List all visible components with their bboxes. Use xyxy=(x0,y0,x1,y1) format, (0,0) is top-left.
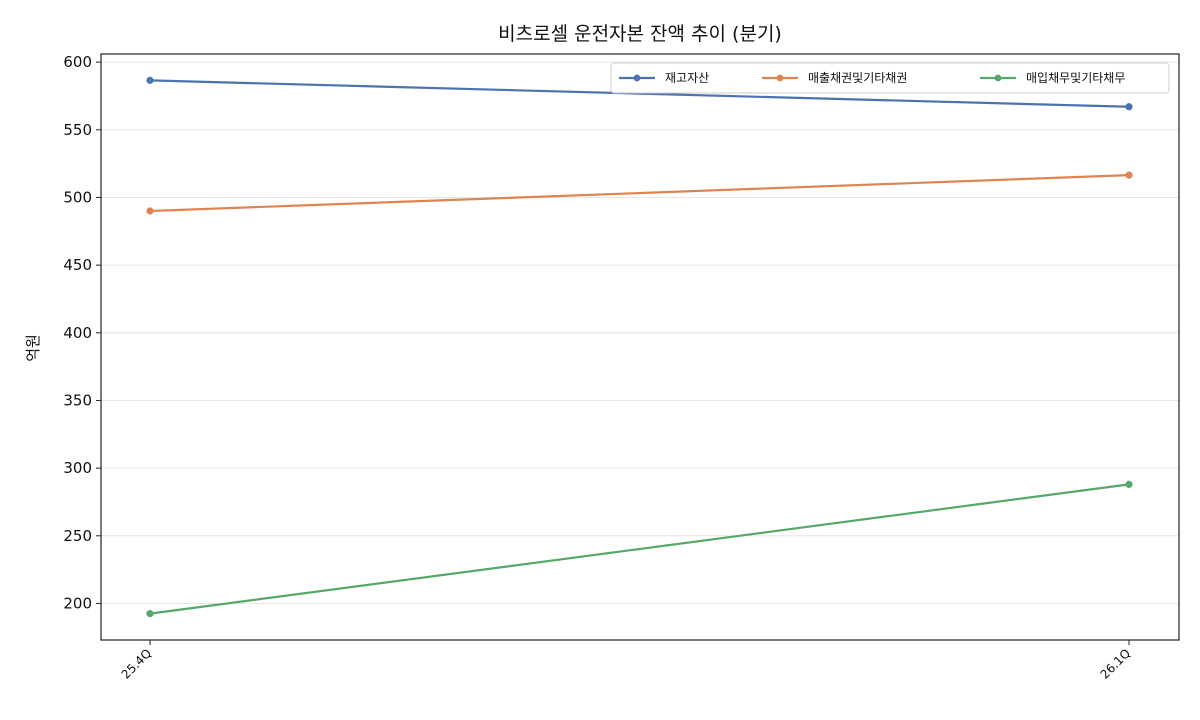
legend-marker-0 xyxy=(633,74,641,82)
plot-frame xyxy=(100,53,1180,641)
y-tick-label-400: 400 xyxy=(63,324,92,342)
legend-marker-2 xyxy=(994,74,1002,82)
y-tick-label-550: 550 xyxy=(63,121,92,139)
data-point-1-0 xyxy=(146,207,154,215)
legend-label-0: 재고자산 xyxy=(665,71,709,85)
y-tick-label-200: 200 xyxy=(63,594,92,612)
y-axis-label: 억원 xyxy=(24,334,42,362)
data-point-2-0 xyxy=(146,610,154,618)
x-tick-label-25.4Q: 25.4Q xyxy=(119,646,154,681)
data-point-2-1 xyxy=(1125,480,1133,488)
y-tick-label-500: 500 xyxy=(63,188,92,206)
y-axis: 200 250 300 350 400 450 500 550 600 xyxy=(63,53,101,612)
series-line-2 xyxy=(149,483,1130,615)
data-point-0-0 xyxy=(146,76,154,84)
gridlines xyxy=(101,61,1179,604)
data-point-0-1 xyxy=(1125,103,1133,111)
y-tick-label-600: 600 xyxy=(63,53,92,71)
series-line-0 xyxy=(149,79,1130,108)
y-tick-label-250: 250 xyxy=(63,527,92,545)
chart-title: 비츠로셀 운전자본 잔액 추이 (분기) xyxy=(498,23,782,45)
y-tick-label-450: 450 xyxy=(63,256,92,274)
x-tick-label-26.1Q: 26.1Q xyxy=(1098,646,1133,681)
x-axis: 25.4Q 26.1Q xyxy=(119,640,1133,682)
series-line-1 xyxy=(149,174,1130,213)
y-tick-label-300: 300 xyxy=(63,459,92,477)
legend: 재고자산 매출채권및기타채권 매입채무및기타채무 xyxy=(610,62,1170,94)
legend-label-1: 매출채권및기타채권 xyxy=(808,71,907,85)
legend-label-2: 매입채무및기타채무 xyxy=(1026,71,1125,85)
data-point-1-1 xyxy=(1125,171,1133,179)
legend-marker-1 xyxy=(776,74,784,82)
legend-box xyxy=(610,62,1170,94)
series-layer xyxy=(146,76,1133,618)
y-tick-label-350: 350 xyxy=(63,391,92,409)
